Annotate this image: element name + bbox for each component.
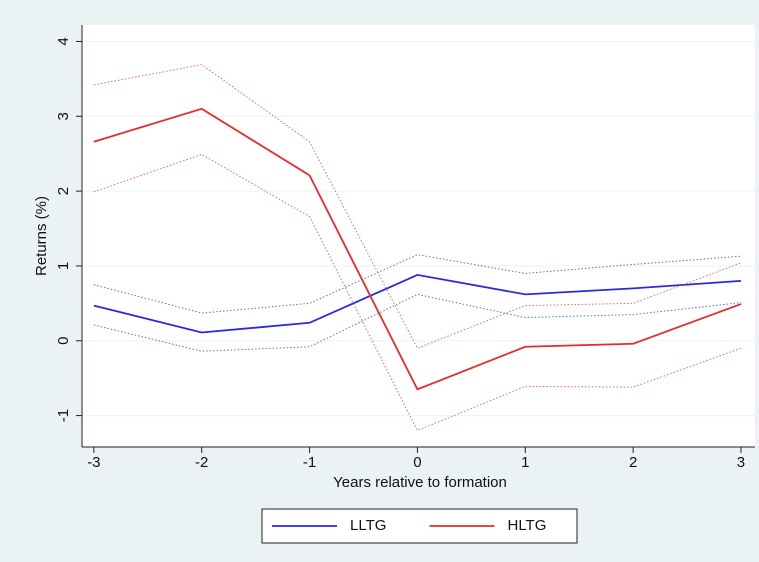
legend-label: LLTG: [350, 517, 386, 534]
y-tick-label: 4: [55, 37, 72, 45]
y-tick-label: -1: [55, 409, 72, 422]
legend-label: HLTG: [508, 517, 547, 534]
plot-area: [82, 25, 755, 447]
x-tick-label: 0: [413, 454, 421, 471]
x-axis-title: Years relative to formation: [333, 474, 507, 491]
y-tick-label: 0: [55, 337, 72, 345]
x-tick-label: -1: [303, 454, 316, 471]
ci-lower: [93, 293, 742, 352]
y-tick-label: 3: [55, 112, 72, 120]
ci-upper: [93, 64, 742, 349]
y-tick-label: 2: [55, 187, 72, 195]
y-axis-title: Returns (%): [33, 196, 50, 276]
x-tick-label: 1: [521, 454, 529, 471]
x-tick-label: -3: [87, 454, 100, 471]
x-tick-label: -2: [195, 454, 208, 471]
x-tick-label: 2: [629, 454, 637, 471]
series-line: [93, 273, 742, 334]
y-tick-label: 1: [55, 262, 72, 270]
series-line: [93, 107, 742, 391]
x-tick-label: 3: [737, 454, 745, 471]
